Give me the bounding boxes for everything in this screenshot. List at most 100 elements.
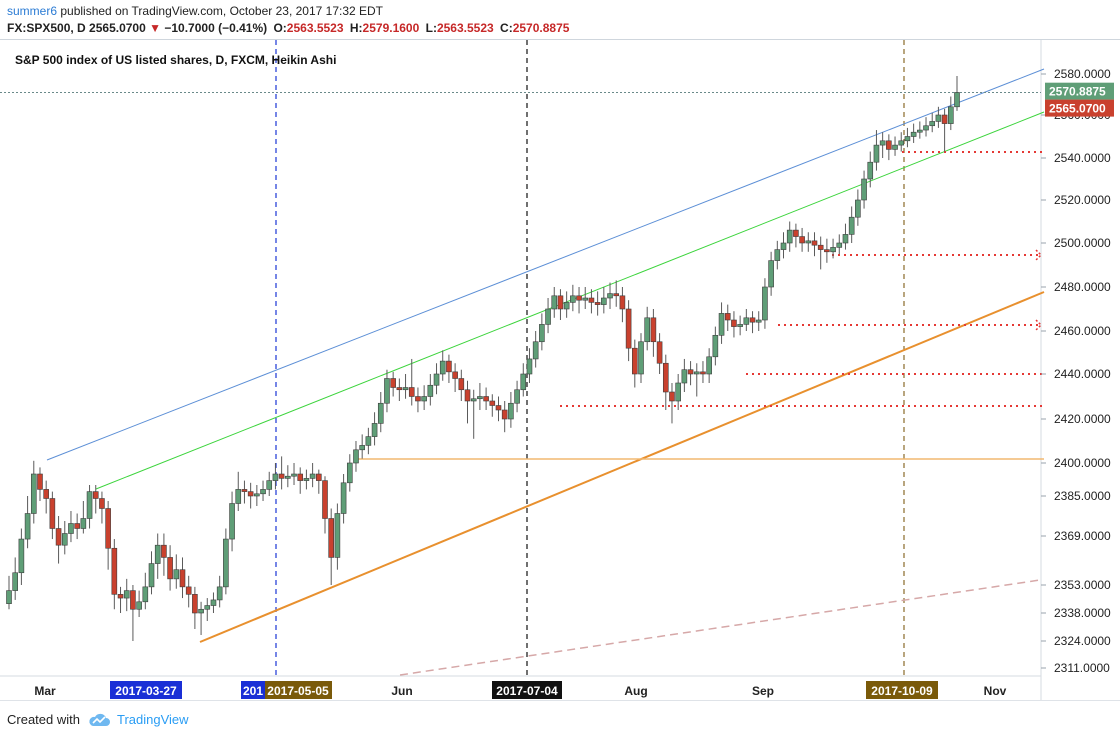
candle: [644, 306, 650, 351]
time-axis: Mar Jun Aug Sep Nov 2017-03-27 201 2017-…: [34, 681, 1007, 699]
candle-body: [613, 293, 620, 297]
candle-body: [204, 605, 211, 610]
candle: [892, 136, 898, 156]
candle-body: [470, 398, 477, 402]
date-marker-label: 2017-07-04: [496, 684, 558, 698]
candle-body: [749, 317, 756, 323]
price-chart[interactable]: 2580.00002560.00002540.00002520.00002500…: [0, 40, 1120, 700]
candle: [37, 467, 43, 501]
candle: [532, 331, 539, 368]
chart-drawings: [0, 40, 1045, 676]
down-arrow-icon: ▼: [149, 21, 162, 35]
candle-body: [439, 360, 446, 375]
candle: [322, 476, 328, 534]
candle: [365, 427, 372, 455]
candle: [836, 234, 843, 254]
tradingview-cloud-icon[interactable]: [88, 712, 112, 728]
candle-body: [737, 324, 743, 327]
candle-body: [86, 491, 93, 519]
y-tick-label: 2311.0000: [1054, 661, 1110, 675]
candle: [619, 287, 626, 323]
month-label: Jun: [391, 684, 412, 698]
candle: [92, 485, 99, 514]
candle-body: [687, 369, 694, 375]
candle-body: [656, 341, 663, 364]
candle: [693, 363, 700, 397]
candle-body: [948, 106, 954, 124]
candle: [61, 521, 68, 555]
y-tick-label: 2420.0000: [1054, 412, 1111, 426]
close-value: 2570.8875: [512, 21, 570, 35]
header-divider: [0, 39, 1120, 40]
candle: [601, 287, 607, 314]
candle-body: [223, 538, 229, 588]
candle: [687, 361, 694, 386]
candle: [185, 575, 192, 608]
price-label-box: [1045, 99, 1114, 117]
date-marker-label: 2017-03-27: [115, 684, 177, 698]
candle: [111, 539, 118, 610]
candle-body: [148, 563, 155, 588]
candle-body: [508, 402, 514, 420]
candle: [483, 387, 489, 410]
candle-body: [817, 244, 824, 250]
tradingview-link[interactable]: TradingView: [117, 712, 189, 727]
candle: [917, 121, 923, 139]
candle: [477, 383, 483, 410]
candle: [123, 578, 130, 612]
candle: [148, 551, 155, 595]
candle: [929, 112, 936, 133]
candle-body: [359, 445, 365, 451]
candle-body: [210, 599, 217, 606]
candle-series: [6, 76, 960, 641]
candle-body: [18, 538, 25, 574]
candle: [446, 354, 452, 383]
candle-body: [892, 144, 898, 150]
candle: [316, 469, 322, 494]
author-link[interactable]: summer6: [7, 4, 58, 18]
candle-body: [650, 317, 657, 343]
candle: [910, 123, 917, 143]
candle-body: [743, 317, 750, 325]
candle: [235, 471, 242, 511]
chart-background: [0, 40, 1120, 700]
candle-body: [570, 295, 576, 303]
candle: [464, 380, 471, 424]
candle-body: [328, 518, 334, 558]
candle-body: [594, 302, 601, 305]
open-label: O:: [273, 21, 287, 35]
candle-body: [520, 373, 527, 391]
dashed-channel-line: [399, 579, 1041, 676]
candle-body: [365, 436, 372, 446]
candle-body: [935, 114, 942, 122]
candle-body: [632, 347, 638, 375]
candle: [594, 291, 601, 316]
candle-body: [718, 313, 725, 336]
candle: [266, 471, 273, 496]
candle: [514, 380, 520, 413]
month-label: Sep: [752, 684, 774, 698]
candle-body: [198, 608, 204, 614]
candle-body: [278, 473, 285, 479]
candle-body: [396, 387, 403, 391]
candle: [328, 508, 334, 585]
candle: [43, 480, 49, 514]
candle: [855, 189, 861, 226]
candle-body: [873, 144, 880, 163]
candle: [508, 392, 514, 428]
candle-body: [483, 396, 489, 402]
candle: [105, 501, 111, 570]
candle: [291, 463, 297, 485]
low-label: L:: [425, 21, 437, 35]
candle-body: [353, 449, 359, 464]
candle: [458, 369, 465, 401]
candle: [241, 480, 248, 504]
candle-body: [415, 396, 421, 402]
candle: [681, 358, 688, 392]
candle-body: [563, 302, 570, 310]
date-marker-box: [866, 681, 938, 699]
candle-body: [799, 236, 805, 244]
candle: [638, 333, 644, 383]
candle: [229, 491, 235, 552]
y-tick-label: 2460.0000: [1054, 324, 1111, 338]
